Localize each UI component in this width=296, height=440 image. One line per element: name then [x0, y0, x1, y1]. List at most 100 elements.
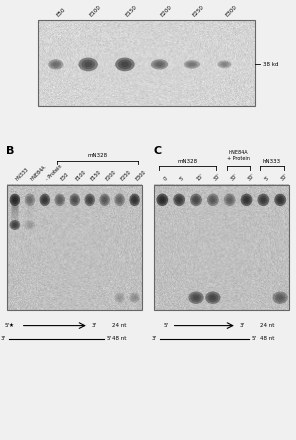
Ellipse shape: [99, 194, 110, 206]
Ellipse shape: [26, 221, 33, 228]
Ellipse shape: [273, 291, 288, 304]
Ellipse shape: [207, 194, 219, 206]
Ellipse shape: [259, 195, 268, 204]
Ellipse shape: [175, 195, 183, 204]
Ellipse shape: [118, 197, 122, 202]
Ellipse shape: [242, 195, 251, 204]
Ellipse shape: [73, 197, 77, 202]
Ellipse shape: [191, 293, 201, 302]
Ellipse shape: [11, 208, 19, 212]
Ellipse shape: [11, 212, 19, 216]
Ellipse shape: [210, 295, 216, 300]
Ellipse shape: [151, 59, 168, 70]
Ellipse shape: [275, 293, 286, 302]
Ellipse shape: [116, 195, 123, 204]
Ellipse shape: [227, 197, 232, 202]
Ellipse shape: [118, 296, 122, 300]
Ellipse shape: [190, 194, 202, 206]
Text: B: B: [6, 146, 14, 156]
Ellipse shape: [26, 195, 33, 204]
Ellipse shape: [177, 197, 181, 202]
Text: E300: E300: [135, 169, 147, 181]
Text: 5': 5': [252, 336, 257, 341]
Ellipse shape: [221, 63, 227, 66]
Ellipse shape: [10, 220, 20, 230]
Text: 30': 30': [247, 172, 255, 181]
Text: E200: E200: [160, 4, 173, 18]
Text: 30': 30': [230, 172, 239, 181]
Ellipse shape: [86, 195, 93, 204]
Ellipse shape: [274, 194, 286, 206]
Ellipse shape: [244, 197, 249, 202]
Ellipse shape: [207, 293, 218, 302]
Ellipse shape: [48, 59, 63, 70]
Ellipse shape: [11, 204, 19, 208]
Ellipse shape: [25, 220, 35, 230]
Text: 3': 3': [92, 323, 97, 328]
Ellipse shape: [205, 291, 221, 304]
Ellipse shape: [116, 294, 123, 301]
Ellipse shape: [10, 194, 20, 206]
Text: 48 nt: 48 nt: [112, 336, 127, 341]
Text: 5'★: 5'★: [5, 323, 15, 328]
Bar: [154, 185, 289, 310]
Text: 30': 30': [280, 172, 289, 181]
Ellipse shape: [258, 194, 269, 206]
Ellipse shape: [173, 194, 185, 206]
Ellipse shape: [157, 194, 168, 206]
Ellipse shape: [84, 62, 92, 67]
Ellipse shape: [118, 59, 132, 69]
Text: E300: E300: [224, 4, 238, 18]
Text: + Protein: + Protein: [227, 156, 250, 161]
Ellipse shape: [13, 223, 17, 227]
Ellipse shape: [71, 195, 78, 204]
Bar: [38, 20, 255, 106]
Ellipse shape: [11, 218, 19, 222]
Ellipse shape: [193, 295, 199, 300]
Text: hNE84A: hNE84A: [228, 150, 248, 155]
Ellipse shape: [11, 221, 19, 228]
Ellipse shape: [56, 195, 63, 204]
Ellipse shape: [194, 197, 198, 202]
Ellipse shape: [217, 61, 231, 68]
Text: E50: E50: [60, 171, 70, 181]
Ellipse shape: [133, 197, 137, 202]
Text: 38 kd: 38 kd: [263, 62, 279, 67]
Ellipse shape: [188, 291, 204, 304]
Text: 3': 3': [240, 323, 245, 328]
Text: 5': 5': [179, 175, 186, 181]
Text: hNE84A: hNE84A: [30, 164, 47, 181]
Bar: [7, 185, 142, 310]
Ellipse shape: [25, 194, 35, 206]
Ellipse shape: [226, 195, 234, 204]
Ellipse shape: [11, 206, 19, 210]
Ellipse shape: [28, 197, 32, 202]
Ellipse shape: [11, 210, 19, 214]
Text: mN328: mN328: [178, 159, 198, 164]
Text: 24 nt: 24 nt: [260, 323, 275, 328]
Ellipse shape: [78, 58, 98, 71]
Ellipse shape: [81, 59, 95, 69]
Ellipse shape: [153, 61, 165, 68]
Ellipse shape: [210, 197, 215, 202]
Ellipse shape: [129, 194, 140, 206]
Ellipse shape: [88, 197, 92, 202]
Ellipse shape: [11, 195, 19, 204]
Ellipse shape: [189, 62, 195, 66]
Text: 5': 5': [107, 336, 112, 341]
Text: E150: E150: [125, 4, 138, 18]
Text: E50: E50: [56, 7, 67, 18]
Ellipse shape: [278, 197, 283, 202]
Text: E250: E250: [120, 169, 132, 181]
Ellipse shape: [219, 62, 229, 67]
Ellipse shape: [28, 223, 32, 227]
Ellipse shape: [114, 194, 125, 206]
Text: hN333: hN333: [15, 166, 30, 181]
Ellipse shape: [158, 195, 166, 204]
Ellipse shape: [41, 195, 49, 204]
Ellipse shape: [40, 194, 50, 206]
Ellipse shape: [160, 197, 165, 202]
Ellipse shape: [58, 197, 62, 202]
Ellipse shape: [241, 194, 252, 206]
Ellipse shape: [114, 293, 125, 303]
